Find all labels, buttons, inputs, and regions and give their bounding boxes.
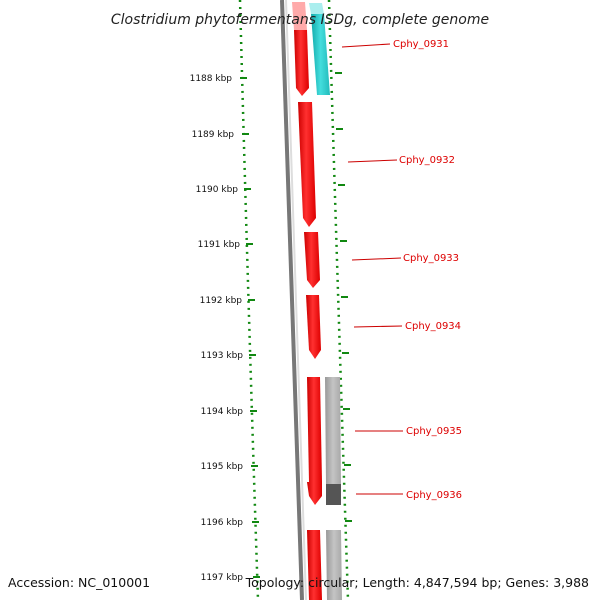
gray-feature-dark[interactable]	[326, 484, 341, 505]
gene-label[interactable]: Cphy_0933	[403, 253, 459, 264]
genome-backbone	[280, 0, 304, 600]
feature-track-other	[309, 3, 342, 600]
gene-label[interactable]: Cphy_0934	[405, 321, 461, 332]
gene-label[interactable]: Cphy_0931	[393, 39, 449, 50]
feature-track-cds	[292, 2, 322, 600]
cds-feature[interactable]	[307, 482, 322, 505]
topology-label: Topology: circular; Length: 4,847,594 bp…	[245, 575, 589, 590]
ruler-label: 1188 kbp	[190, 74, 233, 84]
ruler-labels: 1188 kbp 1189 kbp 1190 kbp 1191 kbp 1192…	[190, 74, 244, 583]
cyan-feature[interactable]	[311, 14, 330, 95]
gene-leader-line	[347, 159, 398, 163]
ruler-label: 1190 kbp	[196, 185, 239, 195]
gray-feature[interactable]	[325, 377, 341, 484]
map-title: Clostridium phytofermentans ISDg, comple…	[111, 12, 489, 28]
ruler-label: 1194 kbp	[201, 407, 244, 417]
cyan-feature[interactable]	[309, 3, 324, 14]
gene-leader-line	[353, 325, 403, 328]
accession-label: Accession: NC_010001	[8, 575, 150, 590]
ruler-dotted-outer	[327, 0, 350, 600]
ruler-label: 1195 kbp	[201, 462, 244, 472]
ruler-label: 1197 kbp	[201, 573, 244, 583]
gene-label[interactable]: Cphy_0936	[406, 490, 462, 501]
gray-feature[interactable]	[326, 530, 342, 600]
ruler-label: 1193 kbp	[201, 351, 244, 361]
gene-label[interactable]: Cphy_0932	[399, 155, 455, 166]
cds-feature[interactable]	[292, 2, 307, 30]
ruler-label: 1191 kbp	[198, 240, 241, 250]
ruler-label: 1196 kbp	[201, 518, 244, 528]
cds-feature[interactable]	[306, 295, 321, 359]
ruler-ticks	[240, 72, 352, 578]
cds-feature[interactable]	[307, 530, 322, 600]
gene-leader-line	[351, 257, 402, 261]
cds-feature[interactable]	[294, 30, 309, 96]
genome-backbone-shadow	[285, 0, 307, 600]
gene-label[interactable]: Cphy_0935	[406, 426, 462, 437]
gene-labels: Cphy_0931 Cphy_0932 Cphy_0933 Cphy_0934 …	[341, 39, 462, 501]
cds-feature[interactable]	[298, 102, 316, 227]
ruler-label: 1192 kbp	[200, 296, 243, 306]
gene-leader-line	[341, 43, 391, 48]
ruler-dotted-inner	[238, 0, 260, 600]
cds-feature[interactable]	[307, 377, 322, 482]
cds-feature[interactable]	[304, 232, 320, 288]
ruler-label: 1189 kbp	[192, 130, 235, 140]
